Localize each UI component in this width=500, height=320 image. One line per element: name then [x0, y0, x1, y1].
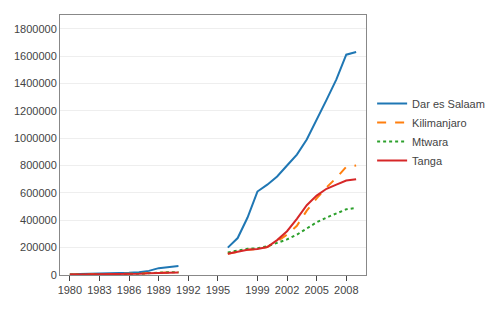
svg-text:1200000: 1200000 — [14, 105, 57, 117]
svg-text:1999: 1999 — [245, 284, 269, 296]
svg-text:1992: 1992 — [176, 284, 200, 296]
svg-text:2005: 2005 — [304, 284, 328, 296]
svg-text:1980: 1980 — [58, 284, 82, 296]
svg-text:Dar es Salaam: Dar es Salaam — [412, 98, 485, 110]
svg-text:1800000: 1800000 — [14, 23, 57, 35]
svg-text:1995: 1995 — [206, 284, 230, 296]
svg-text:1983: 1983 — [87, 284, 111, 296]
svg-text:1986: 1986 — [117, 284, 141, 296]
svg-text:Kilimanjaro: Kilimanjaro — [412, 117, 466, 129]
svg-text:2008: 2008 — [334, 284, 358, 296]
svg-text:1400000: 1400000 — [14, 77, 57, 89]
svg-text:Mtwara: Mtwara — [412, 136, 449, 148]
svg-text:600000: 600000 — [20, 187, 57, 199]
svg-text:800000: 800000 — [20, 159, 57, 171]
svg-text:200000: 200000 — [20, 241, 57, 253]
svg-text:400000: 400000 — [20, 214, 57, 226]
svg-text:1989: 1989 — [146, 284, 170, 296]
svg-text:1600000: 1600000 — [14, 50, 57, 62]
svg-text:1000000: 1000000 — [14, 132, 57, 144]
svg-text:2002: 2002 — [275, 284, 299, 296]
svg-text:Tanga: Tanga — [412, 155, 443, 167]
svg-text:0: 0 — [51, 269, 57, 281]
